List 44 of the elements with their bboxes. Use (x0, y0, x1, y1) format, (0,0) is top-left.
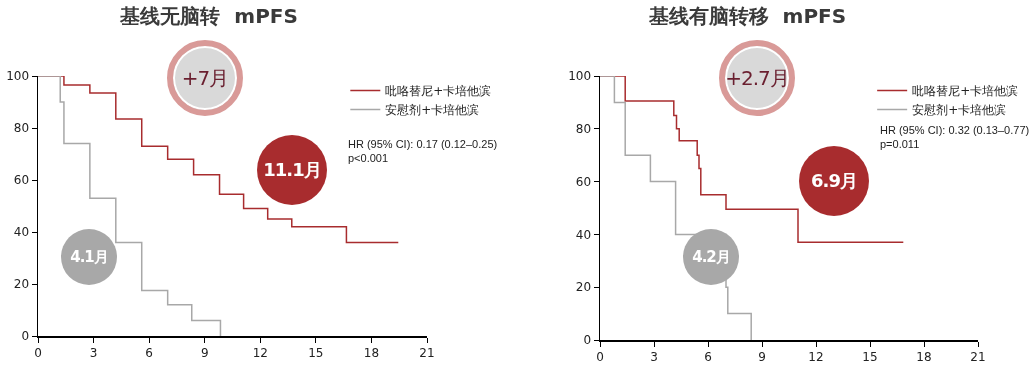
x-tick-label: 18 (363, 345, 380, 360)
y-tick-label: 80 (575, 122, 592, 136)
y-tick-label: 40 (13, 225, 30, 240)
y-tick-label: 40 (575, 227, 592, 242)
x-tick-label: 9 (200, 345, 209, 360)
legend-label: 安慰剂+卡培他滨 (912, 103, 1007, 118)
legend-label: 吡咯替尼+卡培他滨 (912, 84, 1019, 99)
y-tick-label: 0 (21, 329, 30, 344)
annotation: 11.1月 (263, 158, 321, 182)
x-tick-label: 9 (758, 349, 766, 364)
annotation: 4.2月 (692, 247, 730, 267)
x-tick-label: 21 (970, 349, 986, 364)
annotation: HR (95% CI): 0.17 (0.12–0.25) (348, 138, 498, 150)
y-tick-label: 60 (575, 174, 592, 189)
x-tick-label: 12 (252, 345, 268, 360)
y-tick-label: 80 (13, 121, 30, 136)
annotation: HR (95% CI): 0.32 (0.13–0.77) (880, 124, 1030, 136)
x-tick-label: 6 (145, 345, 153, 360)
chart-title: 基线无脑转 mPFS (119, 4, 298, 29)
y-tick-label: 60 (13, 173, 30, 188)
x-tick-label: 15 (308, 345, 324, 360)
annotation: +7月 (181, 64, 229, 92)
x-tick-label: 15 (862, 349, 878, 364)
x-tick-label: 6 (704, 349, 712, 364)
legend-label: 安慰剂+卡培他滨 (385, 103, 480, 118)
x-tick-label: 0 (34, 345, 42, 360)
x-tick-label: 3 (650, 349, 658, 364)
x-tick-label: 21 (419, 345, 435, 360)
y-tick-label: 20 (13, 277, 30, 292)
x-tick-label: 3 (89, 345, 98, 360)
chart-title: 基线有脑转移 mPFS (647, 4, 847, 29)
annotation: +2.7月 (725, 64, 789, 92)
y-tick-label: 100 (568, 69, 592, 84)
annotation: 6.9月 (811, 169, 857, 193)
x-tick-label: 18 (916, 349, 932, 364)
x-tick-label: 12 (808, 349, 824, 364)
y-tick-label: 20 (575, 280, 592, 295)
annotation: 4.1月 (70, 247, 108, 267)
y-tick-label: 100 (6, 69, 30, 84)
annotation: p<0.001 (348, 152, 389, 164)
legend-label: 吡咯替尼+卡培他滨 (385, 84, 492, 99)
y-tick-label: 0 (583, 333, 592, 348)
x-tick-label: 0 (596, 349, 604, 364)
annotation: p=0.011 (880, 138, 920, 150)
